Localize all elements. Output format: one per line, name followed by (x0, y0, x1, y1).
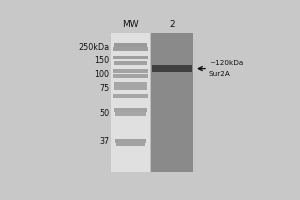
Text: 2: 2 (169, 20, 175, 29)
Bar (114, 61, 147, 65)
Bar (114, 43, 147, 47)
Text: 100: 100 (94, 70, 110, 79)
Bar (113, 47, 148, 51)
Bar (113, 94, 148, 98)
Bar (116, 139, 146, 143)
Bar (116, 142, 145, 146)
Text: 37: 37 (100, 137, 110, 146)
Bar (152, 65, 192, 72)
Bar (114, 86, 147, 90)
Text: Sur2A: Sur2A (209, 71, 231, 77)
Text: 150: 150 (94, 56, 110, 65)
Bar (152, 33, 193, 172)
Bar (111, 33, 150, 172)
Text: 75: 75 (99, 84, 110, 93)
Bar (113, 74, 148, 78)
Text: ~120kDa: ~120kDa (209, 60, 243, 66)
Bar (113, 56, 148, 59)
Text: MW: MW (122, 20, 139, 29)
Bar (114, 82, 147, 86)
Text: 250kDa: 250kDa (79, 43, 110, 52)
Bar (114, 108, 147, 112)
Text: 50: 50 (100, 109, 110, 118)
Bar (115, 112, 146, 116)
Bar (113, 69, 148, 73)
